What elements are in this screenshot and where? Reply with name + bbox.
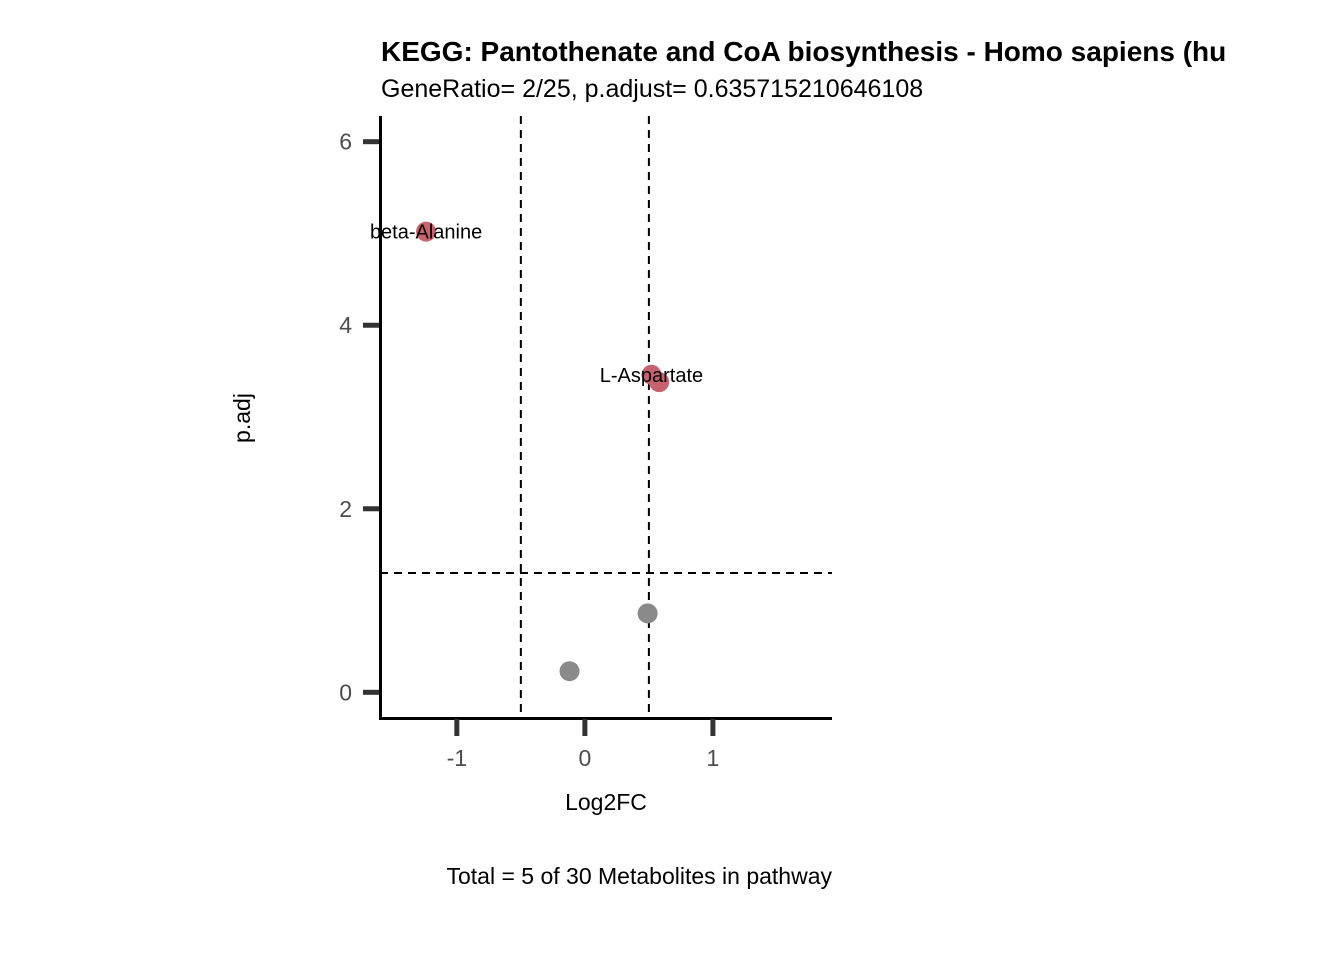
reference-lines — [380, 116, 832, 718]
points-layer — [416, 221, 670, 682]
point-labels-layer: beta-Alanine L-Aspartate — [370, 222, 703, 387]
data-point-3 — [637, 603, 658, 624]
chart-title: KEGG: Pantothenate and CoA biosynthesis … — [381, 36, 1226, 67]
chart-caption: Total = 5 of 30 Metabolites in pathway — [447, 863, 833, 889]
data-point-4 — [559, 661, 580, 682]
y-axis-title: p.adj — [229, 393, 255, 443]
data-point-2 — [649, 372, 670, 393]
point-label-0: beta-Alanine — [370, 222, 482, 244]
x-ticks: -1 0 1 — [447, 719, 720, 771]
y-tick-label-2: 4 — [339, 312, 352, 338]
y-tick-label-3: 6 — [339, 129, 352, 155]
x-tick-label-2: 1 — [707, 745, 720, 771]
y-ticks: 0 2 4 6 — [339, 129, 379, 705]
y-tick-label-0: 0 — [339, 679, 352, 705]
x-tick-label-0: -1 — [447, 745, 467, 771]
y-tick-label-1: 2 — [339, 496, 352, 522]
point-label-1: L-Aspartate — [600, 365, 703, 387]
x-axis-title: Log2FC — [565, 789, 647, 815]
data-point-0 — [416, 221, 437, 242]
chart-subtitle: GeneRatio= 2/25, p.adjust= 0.63571521064… — [381, 75, 923, 103]
x-tick-label-1: 0 — [578, 745, 591, 771]
